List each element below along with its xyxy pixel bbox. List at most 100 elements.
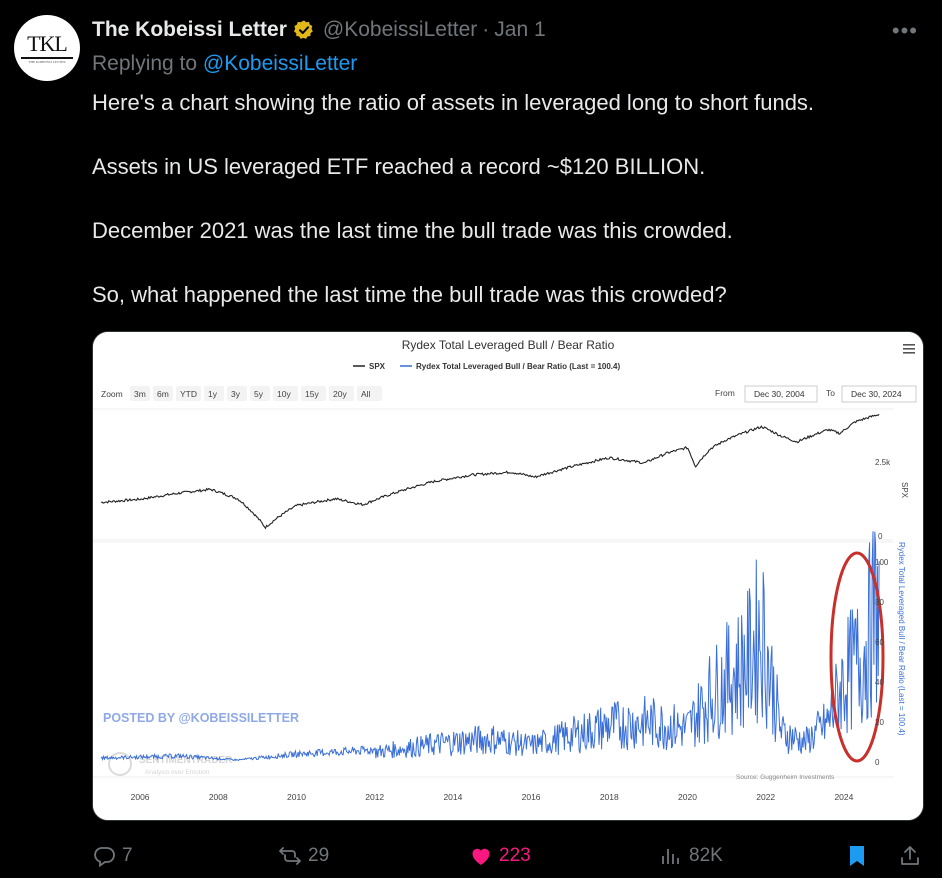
spx-series bbox=[100, 413, 880, 530]
zoom-button[interactable] bbox=[130, 386, 150, 401]
date-range-controls: From Dec 30, 2004 To Dec 30, 2024 bbox=[715, 385, 917, 403]
chart-menu-icon[interactable] bbox=[903, 344, 915, 354]
spx-axis-label: SPX bbox=[900, 482, 909, 499]
bookmark-icon bbox=[850, 846, 864, 866]
legend-ratio: Rydex Total Leveraged Bull / Bear Ratio … bbox=[416, 362, 620, 371]
ratio-axis-label: Rydex Total Leveraged Bull / Bear Ratio … bbox=[897, 542, 906, 736]
zoom-button-label: YTD bbox=[180, 389, 197, 399]
tweet-text: Here's a chart showing the ratio of asse… bbox=[92, 88, 922, 344]
x-tick-label: 2020 bbox=[678, 792, 697, 802]
chart-background bbox=[93, 332, 923, 820]
repost-icon bbox=[279, 847, 301, 865]
bookmark-button[interactable] bbox=[845, 840, 875, 872]
zoom-button[interactable] bbox=[250, 386, 270, 401]
chart-legend: SPX Rydex Total Leveraged Bull / Bear Ra… bbox=[353, 362, 620, 371]
from-date-input[interactable] bbox=[744, 385, 818, 403]
spx-tick-label: 2.5k bbox=[875, 458, 891, 467]
ratio-series bbox=[100, 531, 880, 762]
share-icon bbox=[901, 846, 919, 865]
zoom-button-label: 15y bbox=[305, 389, 319, 399]
reply-count: 7 bbox=[122, 845, 133, 866]
chart-title: Rydex Total Leveraged Bull / Bear Ratio bbox=[402, 338, 615, 352]
chart-svg: Rydex Total Leveraged Bull / Bear Ratio … bbox=[93, 332, 923, 820]
ratio-tick-label: 40 bbox=[875, 678, 884, 687]
zoom-button-label: 5y bbox=[254, 389, 264, 399]
x-axis: 2006 2008 2010 2012 2014 2016 2018 2020 2022 2024 bbox=[131, 792, 854, 802]
dot-separator: · bbox=[482, 18, 490, 41]
from-label: From bbox=[715, 388, 735, 398]
action-bar: 7 29 223 82K bbox=[92, 840, 922, 872]
repost-button[interactable]: 29 bbox=[278, 840, 329, 872]
ratio-tick-label: 80 bbox=[875, 598, 884, 607]
plot-grid bbox=[93, 408, 893, 778]
ratio-line bbox=[100, 531, 880, 762]
reply-button[interactable]: 7 bbox=[92, 840, 133, 872]
zoom-controls: Zoom 3m 6m YTD 1y 3y 5y 10y 15y 20y All bbox=[101, 386, 382, 401]
zoom-button-label: 1y bbox=[208, 389, 218, 399]
verified-badge-icon[interactable] bbox=[293, 19, 315, 41]
legend-spx: SPX bbox=[369, 362, 386, 371]
sentiment-logo-text: SENTIMENTRADER bbox=[139, 755, 233, 766]
views-button[interactable]: 82K bbox=[659, 840, 723, 872]
highlight-circle bbox=[829, 551, 885, 763]
tweet-line: Here's a chart showing the ratio of asse… bbox=[92, 90, 815, 115]
zoom-button[interactable] bbox=[153, 386, 173, 401]
zoom-button[interactable] bbox=[329, 386, 354, 401]
ratio-tick-label: 0 bbox=[875, 758, 880, 767]
to-date-input[interactable] bbox=[841, 385, 917, 403]
right-axis: 2.5k 0 100 80 60 40 20 0 bbox=[875, 458, 891, 767]
zoom-button[interactable] bbox=[357, 386, 382, 401]
ratio-tick-label: 20 bbox=[875, 718, 884, 727]
like-button[interactable]: 223 bbox=[469, 840, 531, 872]
author-name[interactable]: The Kobeissi Letter bbox=[92, 18, 287, 41]
avatar-rule bbox=[21, 56, 73, 59]
avatar-logo-text: TKL bbox=[27, 30, 68, 56]
avatar[interactable]: TKL THE KOBEISSI LETTER bbox=[14, 15, 80, 81]
zoom-button[interactable] bbox=[176, 386, 201, 401]
to-date-value: Dec 30, 2024 bbox=[851, 389, 902, 399]
ratio-tick-label: 0 bbox=[878, 532, 883, 541]
posted-by-watermark: POSTED BY @KOBEISSILETTER bbox=[103, 711, 299, 725]
sentimentrader-logo: SENTIMENTRADER Analysis over Emotion bbox=[108, 752, 233, 776]
tweet-header: The Kobeissi Letter @KobeissiLetter · Ja… bbox=[92, 16, 546, 44]
tweet-date[interactable]: Jan 1 bbox=[494, 18, 546, 41]
from-date-value: Dec 30, 2004 bbox=[754, 389, 805, 399]
share-button[interactable] bbox=[898, 840, 928, 872]
x-tick-label: 2010 bbox=[287, 792, 306, 802]
zoom-button-label: All bbox=[361, 389, 371, 399]
ratio-tick-label: 60 bbox=[875, 638, 884, 647]
x-tick-label: 2018 bbox=[600, 792, 619, 802]
zoom-button-label: 3m bbox=[134, 389, 146, 399]
zoom-button[interactable] bbox=[301, 386, 326, 401]
tweet-line: Assets in US leveraged ETF reached a rec… bbox=[92, 154, 706, 179]
x-tick-label: 2024 bbox=[834, 792, 853, 802]
to-label: To bbox=[826, 388, 835, 398]
x-tick-label: 2016 bbox=[522, 792, 541, 802]
ratio-tick-label: 100 bbox=[875, 558, 889, 567]
like-count: 223 bbox=[499, 845, 531, 866]
tweet-line: December 2021 was the last time the bull… bbox=[92, 218, 733, 243]
zoom-button-label: 20y bbox=[333, 389, 347, 399]
tweet-line: So, what happened the last time the bull… bbox=[92, 282, 727, 307]
sentiment-tagline: Analysis over Emotion bbox=[145, 769, 210, 776]
heart-icon bbox=[472, 848, 490, 865]
chart-image-card[interactable]: Rydex Total Leveraged Bull / Bear Ratio … bbox=[92, 331, 924, 821]
x-tick-label: 2006 bbox=[131, 792, 150, 802]
reply-mention-link[interactable]: @KobeissiLetter bbox=[202, 52, 358, 75]
spx-line bbox=[100, 413, 880, 530]
x-tick-label: 2022 bbox=[756, 792, 775, 802]
zoom-button-label: 6m bbox=[157, 389, 169, 399]
zoom-label: Zoom bbox=[101, 389, 123, 399]
author-handle[interactable]: @KobeissiLetter bbox=[322, 18, 478, 41]
zoom-button-label: 10y bbox=[277, 389, 291, 399]
x-tick-label: 2014 bbox=[443, 792, 462, 802]
repost-count: 29 bbox=[308, 845, 330, 866]
zoom-button[interactable] bbox=[204, 386, 224, 401]
zoom-button[interactable] bbox=[273, 386, 298, 401]
zoom-button-label: 3y bbox=[231, 389, 241, 399]
zoom-button[interactable] bbox=[227, 386, 247, 401]
more-options-icon[interactable]: ••• bbox=[891, 18, 918, 43]
replying-to: Replying to @KobeissiLetter bbox=[92, 52, 357, 76]
source-note: Source: Guggenheim Investments bbox=[736, 774, 835, 781]
reply-icon bbox=[94, 847, 115, 868]
